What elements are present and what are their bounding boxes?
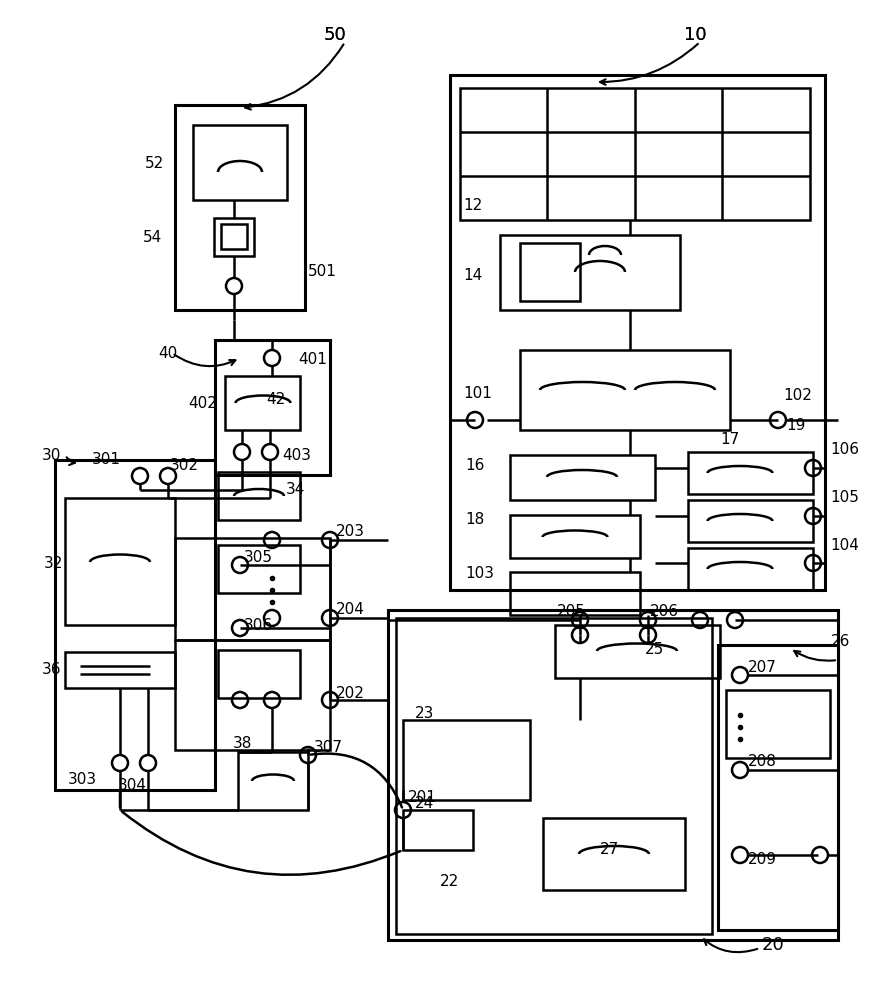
Text: 401: 401 [298,353,327,367]
Bar [218,650,300,698]
Text: 205: 205 [557,604,586,619]
Bar [460,88,810,220]
Bar [450,75,825,590]
Text: 303: 303 [68,772,97,788]
Bar [215,340,330,475]
Bar [214,218,254,256]
Bar [55,460,215,790]
Text: 307: 307 [314,740,343,756]
Bar [218,472,300,520]
Bar [510,572,640,615]
Text: 501: 501 [308,264,337,279]
Text: 206: 206 [650,604,679,619]
Bar [520,243,580,301]
Bar [688,452,813,494]
Text: 27: 27 [600,842,619,857]
Bar [403,810,473,850]
Bar [510,455,655,500]
Bar [65,498,175,625]
Bar [543,818,685,890]
Text: 101: 101 [463,385,492,400]
Text: 19: 19 [786,418,805,432]
Bar [688,500,813,542]
Text: 209: 209 [748,852,777,867]
Bar [403,720,530,800]
Text: 304: 304 [118,778,147,792]
Bar [718,645,838,930]
Text: 302: 302 [170,458,199,473]
Text: 207: 207 [748,660,777,676]
Text: 42: 42 [266,392,285,408]
Text: 30: 30 [42,448,61,462]
Bar [218,545,300,593]
Text: 14: 14 [463,267,482,282]
Bar [555,625,720,678]
Text: 106: 106 [830,442,859,458]
Text: 104: 104 [830,538,859,552]
Text: 102: 102 [783,387,812,402]
Bar [396,618,712,934]
Bar [688,548,813,590]
Text: 16: 16 [465,458,485,473]
Text: 10: 10 [683,26,706,44]
Text: 201: 201 [408,790,437,804]
Bar [175,640,330,750]
Bar [520,350,730,430]
Text: 26: 26 [831,635,850,650]
Text: 306: 306 [244,617,273,633]
Bar [726,690,830,758]
Text: 402: 402 [188,396,217,412]
Bar [175,105,305,310]
Text: 24: 24 [415,796,434,810]
Text: 202: 202 [336,686,365,700]
Text: 103: 103 [465,566,494,580]
Bar [225,376,300,430]
Text: 10: 10 [683,26,706,44]
Text: 17: 17 [720,432,739,448]
Text: 34: 34 [286,483,305,497]
Text: 40: 40 [158,346,178,360]
Text: 12: 12 [463,198,482,213]
Text: 52: 52 [145,155,164,170]
Text: 105: 105 [830,490,859,506]
Text: 38: 38 [233,736,252,750]
Bar [221,224,247,249]
Bar [500,235,680,310]
Text: 208: 208 [748,754,777,770]
Text: 22: 22 [440,874,459,890]
Text: 36: 36 [42,662,61,678]
Text: 32: 32 [44,556,63,570]
Text: 54: 54 [143,230,162,244]
Text: 20: 20 [762,936,785,954]
Text: 204: 204 [336,602,365,617]
Text: 23: 23 [415,706,434,720]
Bar [193,125,287,200]
Text: 50: 50 [324,26,346,44]
Bar [175,538,330,640]
Bar [510,515,640,558]
Bar [65,652,175,688]
Text: 18: 18 [465,512,484,528]
Text: 305: 305 [244,550,273,566]
Text: 301: 301 [92,452,121,468]
Text: 50: 50 [324,26,346,44]
Bar [238,752,308,810]
Text: 25: 25 [645,643,664,658]
Bar [388,610,838,940]
Text: 203: 203 [336,524,365,540]
Text: 403: 403 [282,448,311,462]
